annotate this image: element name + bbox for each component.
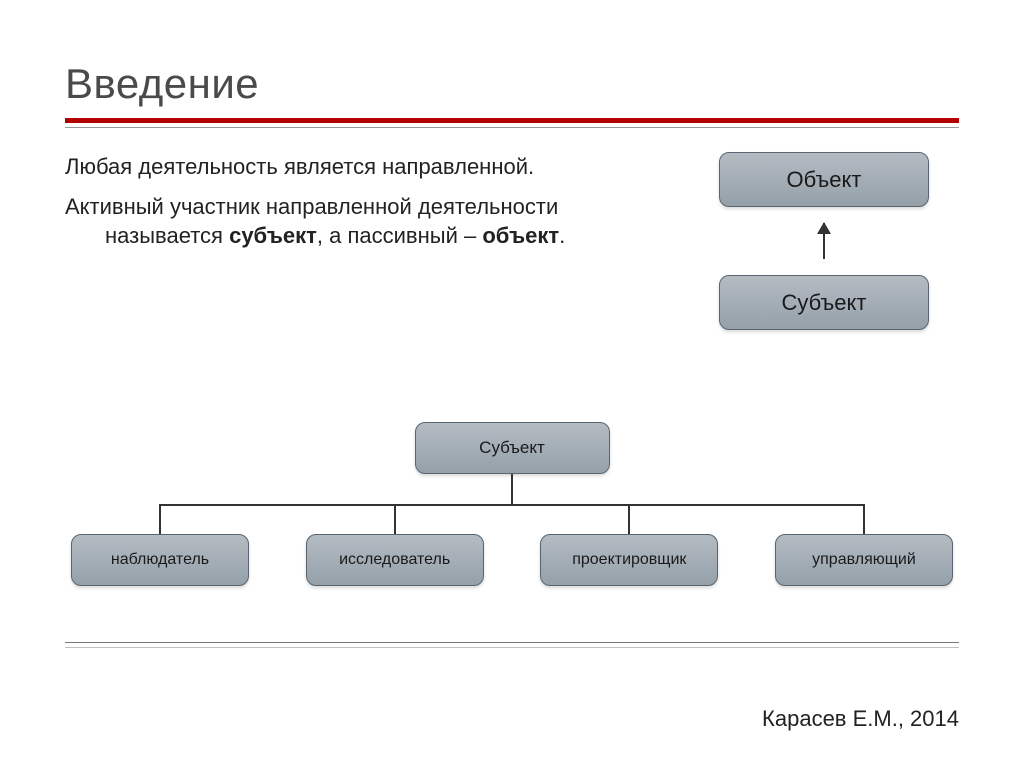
org-child-wrap: проектировщик	[540, 506, 718, 586]
org-child-designer: проектировщик	[540, 534, 718, 586]
org-child-researcher: исследователь	[306, 534, 484, 586]
p2-suffix: .	[559, 223, 565, 248]
bottom-divider	[65, 642, 959, 643]
org-chart: Субъект наблюдатель исследователь проект…	[65, 422, 959, 586]
org-connector-child-stem	[159, 506, 161, 534]
org-child-wrap: исследователь	[306, 506, 484, 586]
org-connector-child-stem	[863, 506, 865, 534]
org-child-observer: наблюдатель	[71, 534, 249, 586]
arrow-up-icon	[823, 223, 825, 259]
org-connector-child-stem	[394, 506, 396, 534]
slide-title: Введение	[65, 60, 959, 108]
p2-bold-object: объект	[482, 223, 559, 248]
body-text: Любая деятельность является направленной…	[65, 152, 659, 330]
paragraph-2: Активный участник направленной деятельно…	[65, 192, 659, 251]
org-connector-hbar	[159, 504, 865, 506]
paragraph-1: Любая деятельность является направленной…	[65, 152, 659, 182]
p2-mid: , а пассивный –	[317, 223, 482, 248]
org-child-wrap: наблюдатель	[71, 506, 249, 586]
org-root: Субъект	[415, 422, 610, 474]
side-diagram: Объект Субъект	[689, 152, 959, 330]
org-connector-stem	[511, 474, 513, 504]
footer-author: Карасев Е.М., 2014	[762, 706, 959, 732]
title-underline	[65, 118, 959, 123]
org-child-wrap: управляющий	[775, 506, 953, 586]
org-connector-child-stem	[628, 506, 630, 534]
p2-bold-subject: субъект	[229, 223, 317, 248]
node-object: Объект	[719, 152, 929, 207]
org-children: наблюдатель исследователь проектировщик …	[65, 506, 959, 586]
org-child-manager: управляющий	[775, 534, 953, 586]
title-underline-thin	[65, 127, 959, 128]
node-subject: Субъект	[719, 275, 929, 330]
